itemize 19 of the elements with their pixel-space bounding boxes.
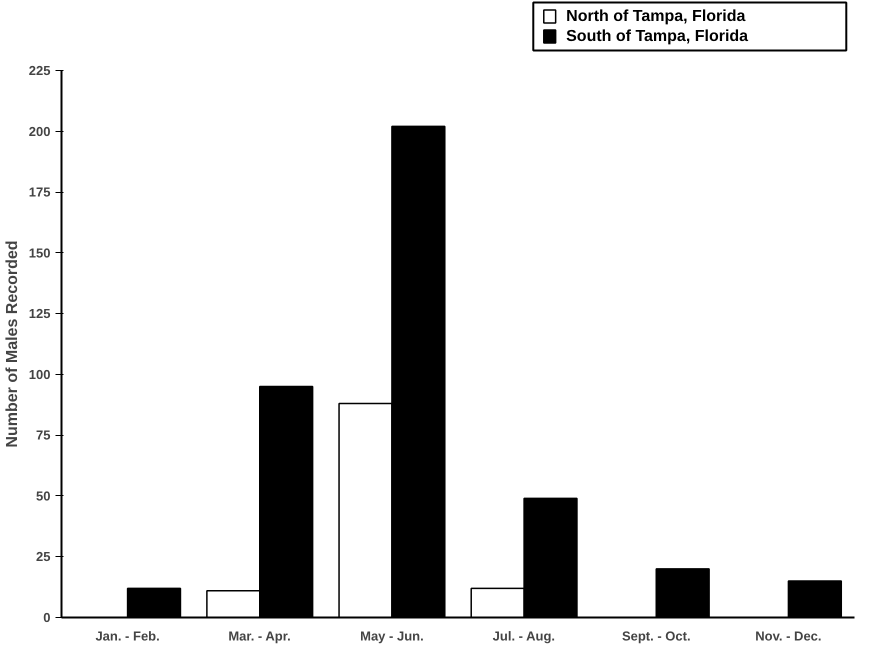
x-tick-label: Sept. - Oct. <box>622 628 691 644</box>
y-tick-label: 175 <box>28 184 51 200</box>
x-tick-label: Mar. - Apr. <box>228 628 291 644</box>
x-tick-label: Jan. - Feb. <box>95 628 160 644</box>
y-axis-title: Number of Males Recorded <box>4 240 21 448</box>
y-tick-label: 100 <box>28 366 51 382</box>
legend-label: South of Tampa, Florida <box>566 28 748 45</box>
y-tick-label: 50 <box>36 488 51 504</box>
y-tick-label: 200 <box>28 124 51 139</box>
legend-label: North of Tampa, Florida <box>566 8 746 25</box>
x-tick-label: May - Jun. <box>360 628 424 644</box>
y-tick-label: 125 <box>28 306 51 322</box>
y-tick-label: 75 <box>36 428 51 443</box>
y-tick-label: 150 <box>28 245 51 260</box>
y-tick-label: 0 <box>43 610 51 625</box>
y-tick-label: 225 <box>28 63 51 78</box>
y-tick-label: 25 <box>36 549 51 564</box>
x-tick-label: Jul. - Aug. <box>492 628 556 644</box>
x-tick-label: Nov. - Dec. <box>755 628 822 644</box>
